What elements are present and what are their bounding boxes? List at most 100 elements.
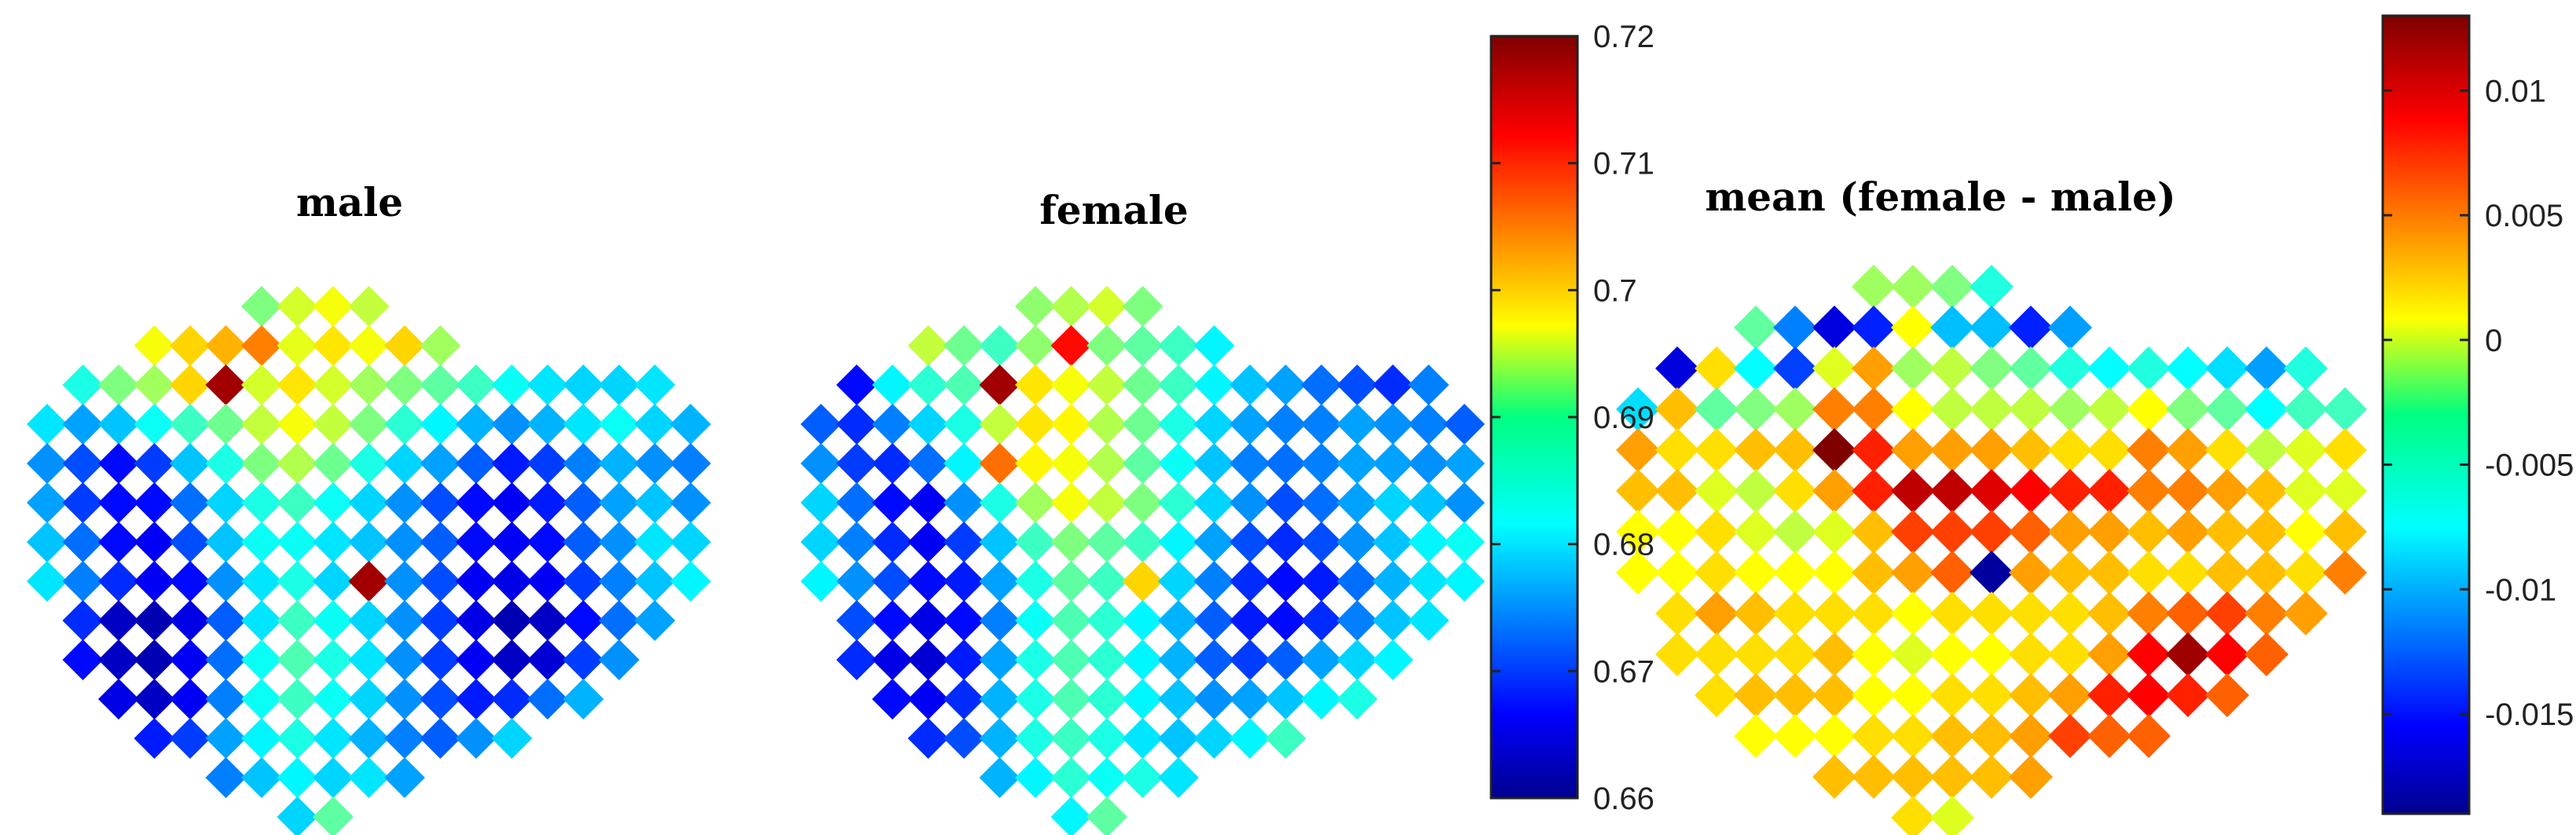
colorbar-tick-label: -0.01 [2485,573,2556,607]
heatmap-cell [1891,796,1935,835]
heatmap-cell [634,443,676,484]
heatmap-cell [1050,325,1092,366]
heatmap-cell [1852,755,1896,799]
heatmap-cell [1336,364,1378,405]
heatmap-cell [872,522,913,562]
heatmap-cell [1336,443,1378,484]
heatmap-cell [836,639,878,680]
heatmap-cell [456,522,497,562]
heatmap-cell [420,718,461,759]
heatmap-cell [979,757,1021,798]
heatmap-cell [1015,404,1056,445]
heatmap-cell [1655,551,1699,595]
heatmap-cell [2127,714,2171,758]
heatmap-cell [1773,551,1817,595]
heatmap-cell [2244,469,2288,513]
colorbar-tick-label: 0.01 [2485,74,2546,108]
heatmap-cell [1265,639,1306,680]
heatmap-cell [2048,510,2092,554]
heatmap-cell [979,364,1021,405]
heatmap-cell [348,404,390,445]
heatmap-cell [1193,482,1235,523]
heatmap-cell [634,404,676,445]
heatmap-cell [491,600,533,641]
heatmap-cell [134,482,175,523]
heatmap-cell [1265,364,1306,405]
heatmap-cell [670,404,711,445]
heatmap-cell [1122,325,1163,366]
heatmap-cell [491,522,533,562]
heatmap-cell [205,482,247,523]
heatmap-cell [1773,469,1817,513]
colorbar-tick-label: 0.71 [1593,147,1654,181]
colorbar-sex: 0.72 0.71 0.7 0.69 0.68 0.67 0.66 [1490,20,1654,816]
heatmap-cell [599,522,639,562]
heatmap-cell [872,404,913,445]
heatmap-cell [2205,632,2249,676]
heatmap-cell [801,404,841,445]
heatmap-cell [27,443,68,484]
heatmap-cell [241,364,282,405]
heatmap-cell [1655,428,1699,472]
heatmap-cell [1812,387,1856,431]
heatmap-cell [1158,718,1199,759]
heatmap-cell [944,679,984,720]
heatmap-cell [1812,591,1856,635]
heatmap-cell [1930,673,1974,717]
heatmap-cell [384,443,425,484]
heatmap-cell [2127,428,2171,472]
heatmap-cell [1970,591,2014,635]
heatmap-cell [1050,404,1092,445]
heatmap-cell [979,482,1021,523]
heatmap-cell [1229,482,1270,523]
heatmap-cell [979,522,1021,562]
heatmap-cell [134,325,175,366]
heatmap-cell [2205,387,2249,431]
heatmap-cell [2009,632,2053,676]
heatmap-cell [2323,510,2367,554]
heatmap-cell [1734,714,1778,758]
heatmap-cell [599,639,639,680]
heatmap-cell [2323,551,2367,595]
heatmap-cell [1265,482,1306,523]
heatmap-cell [170,600,211,641]
heatmap-cell [944,600,984,641]
heatmap-cell [241,718,282,759]
heatmap-cell [1301,679,1342,720]
heatmap-cell [1695,551,1739,595]
heatmap-cell [1444,404,1485,445]
heatmap-cell [1773,591,1817,635]
heatmap-cell [527,443,568,484]
heatmap-cell [1015,561,1056,602]
heatmap-cell [2244,551,2288,595]
heatmap-cell [599,364,639,405]
colorbar-sex-gradient [1491,36,1577,798]
heatmap-cell [1086,286,1127,327]
heatmap-cell [907,639,949,680]
heatmap-cell [1158,639,1199,680]
heatmap-cell [1122,443,1163,484]
heatmap-cell [1336,404,1378,445]
heatmap-cell [313,482,354,523]
heatmap-cell [1336,561,1378,602]
heatmap-cell [2166,551,2210,595]
heatmap-cell [1970,510,2014,554]
heatmap-cell [907,325,949,366]
heatmap-cell [1086,482,1127,523]
heatmap-cell [2323,469,2367,513]
heatmap-cell [1852,632,1896,676]
heatmap-cell [2166,510,2210,554]
heatmap-cell [205,757,247,798]
heatmap-cell [491,561,533,602]
heatmap-cell [562,443,604,484]
heatmap-cell [1229,718,1270,759]
heatmap-cell [170,639,211,680]
heatmap-cell [599,443,639,484]
heatmap-cell [1408,482,1449,523]
heatmap-cell [944,639,984,680]
heatmap-cell [2205,591,2249,635]
heatmap-cell [313,639,354,680]
heatmap-cell [277,404,318,445]
heatmap-cell [979,718,1021,759]
panel-title-male: male [296,179,403,225]
